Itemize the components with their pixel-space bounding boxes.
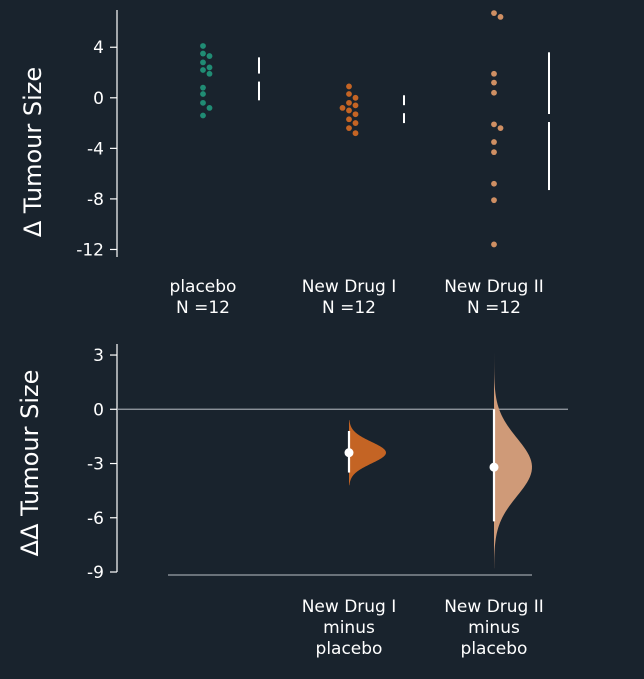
- swarm-point: [491, 70, 497, 77]
- category-n-label: N =12: [322, 298, 376, 318]
- swarm-point: [200, 99, 206, 106]
- swarm-point: [346, 125, 352, 132]
- top-y-tick-label: -8: [87, 190, 104, 210]
- mean-difference-point: [489, 462, 499, 472]
- bottom-y-tick-label: -9: [87, 563, 104, 583]
- top-y-tick-label: 4: [93, 38, 104, 58]
- swarm-point: [200, 112, 206, 119]
- mean-difference-point: [344, 448, 354, 458]
- swarm-point: [491, 197, 497, 204]
- bottom-panel: 30-3-6-9 ΔΔ Tumour Size New Drug Iminusp…: [16, 344, 568, 659]
- comparison-label-line: minus: [468, 618, 520, 638]
- swarm-point: [200, 59, 206, 66]
- swarm-point: [491, 241, 497, 248]
- swarm-point: [346, 83, 352, 90]
- comparison-label-line: placebo: [461, 639, 528, 659]
- category-n-label: N =12: [176, 298, 230, 318]
- top-y-tick-label: -12: [76, 240, 104, 260]
- swarm-point: [491, 79, 497, 86]
- swarm-point: [491, 10, 497, 17]
- swarm-point: [491, 149, 497, 156]
- comparison-label-line: minus: [323, 618, 375, 638]
- swarm-point: [352, 102, 359, 109]
- swarm-point: [346, 116, 352, 123]
- bottom-y-tick-label: -6: [87, 509, 104, 529]
- comparison-label-line: New Drug I: [302, 597, 397, 617]
- swarm-point: [497, 14, 504, 20]
- category-name-label: New Drug I: [302, 277, 397, 297]
- swarm-point: [346, 107, 352, 114]
- top-mean-sd-markers: [258, 52, 550, 191]
- swarm-point: [200, 91, 206, 97]
- bootstrap-distribution: [349, 420, 386, 486]
- swarm-point: [200, 67, 206, 73]
- swarm-point: [339, 105, 346, 111]
- swarm-point: [491, 121, 497, 128]
- swarm-point: [206, 64, 213, 71]
- swarm-point: [206, 53, 213, 59]
- swarm-point: [352, 94, 359, 101]
- top-swarm-points: [200, 10, 504, 248]
- swarm-point: [491, 89, 497, 96]
- swarm-point: [200, 50, 206, 57]
- top-y-tick-label: 0: [93, 89, 104, 109]
- swarm-point: [491, 139, 497, 145]
- swarm-point: [200, 84, 206, 91]
- top-y-axis-title: Δ Tumour Size: [19, 67, 47, 237]
- comparison-label-line: placebo: [316, 639, 383, 659]
- top-y-tick-label: -4: [87, 139, 104, 159]
- swarm-point: [497, 125, 504, 132]
- top-y-ticks: 4 0 -4 -8 -12: [76, 38, 117, 260]
- swarm-point: [346, 91, 352, 97]
- swarm-point: [200, 43, 206, 49]
- category-n-label: N =12: [467, 298, 521, 318]
- bottom-y-ticks: 3 0 -3 -6 -9: [87, 346, 117, 583]
- swarm-point: [346, 99, 352, 106]
- swarm-point: [352, 120, 359, 126]
- bottom-y-tick-label: -3: [87, 455, 104, 475]
- category-name-label: placebo: [170, 277, 237, 297]
- bootstrap-distribution: [494, 353, 532, 569]
- category-name-label: New Drug II: [444, 277, 544, 297]
- swarm-point: [206, 105, 213, 111]
- bottom-y-axis-title: ΔΔ Tumour Size: [16, 370, 44, 557]
- swarm-point: [491, 180, 497, 187]
- swarm-point: [352, 130, 359, 137]
- comparison-label-line: New Drug II: [444, 597, 544, 617]
- bootstrap-distributions: [344, 353, 532, 569]
- bottom-y-tick-label: 3: [93, 346, 104, 366]
- swarm-point: [352, 111, 359, 118]
- swarm-point: [206, 70, 213, 77]
- bottom-y-tick-label: 0: [93, 400, 104, 420]
